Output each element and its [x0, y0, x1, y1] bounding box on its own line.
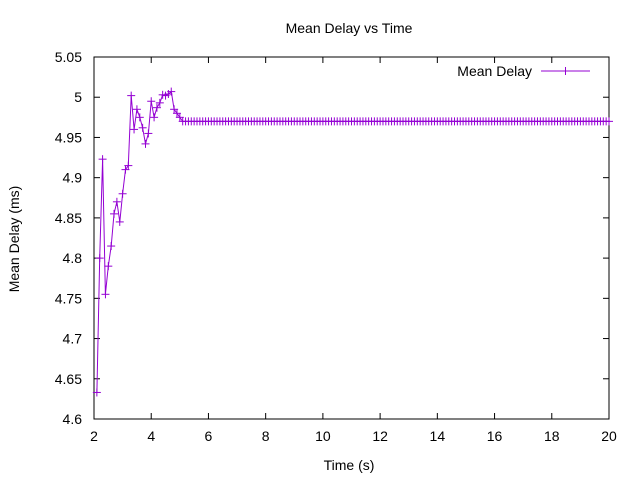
data-point-marker	[152, 103, 161, 112]
y-tick-label: 5	[74, 89, 82, 105]
y-tick-label: 4.75	[55, 290, 82, 306]
data-point-marker	[127, 91, 136, 100]
x-tick-label: 2	[90, 428, 98, 444]
data-point-marker	[130, 125, 139, 134]
data-point-marker	[115, 217, 124, 226]
data-point-marker	[118, 189, 127, 198]
chart-title: Mean Delay vs Time	[286, 20, 413, 36]
data-point-marker	[107, 242, 116, 251]
data-point-marker	[132, 105, 141, 114]
x-tick-label: 18	[544, 428, 560, 444]
legend-label: Mean Delay	[457, 63, 532, 79]
y-tick-label: 4.95	[55, 129, 82, 145]
axis-ticks	[93, 56, 610, 420]
x-tick-label: 4	[147, 428, 155, 444]
data-point-marker	[124, 161, 133, 170]
x-tick-label: 16	[487, 428, 503, 444]
y-tick-label: 5.05	[55, 49, 82, 65]
data-point-marker	[98, 155, 107, 164]
data-point-marker	[144, 129, 153, 138]
y-tick-label: 4.8	[63, 250, 83, 266]
x-tick-label: 8	[262, 428, 270, 444]
series-layer	[92, 87, 613, 397]
data-point-marker	[605, 117, 613, 126]
data-point-marker	[135, 113, 144, 122]
y-tick-label: 4.85	[55, 210, 82, 226]
data-point-marker	[141, 139, 150, 148]
data-point-marker	[155, 98, 164, 107]
legend: Mean Delay	[457, 63, 590, 79]
x-tick-label: 12	[372, 428, 388, 444]
x-tick-label: 14	[430, 428, 446, 444]
data-point-marker	[104, 262, 113, 271]
data-point-marker	[121, 165, 130, 174]
y-tick-label: 4.9	[63, 170, 83, 186]
y-axis-label: Mean Delay (ms)	[6, 186, 22, 293]
data-point-marker	[92, 388, 101, 397]
legend-line-sample	[541, 67, 590, 75]
plot-area-frame	[93, 56, 610, 420]
data-point-marker	[138, 123, 147, 132]
data-point-marker	[147, 97, 156, 106]
data-point-marker	[172, 109, 181, 118]
y-tick-labels: 4.6 4.65 4.7 4.75 4.8 4.85 4.9 4.95 5 5.05	[55, 49, 82, 427]
x-axis-label: Time (s)	[324, 457, 375, 473]
x-tick-label: 20	[601, 428, 617, 444]
data-point-marker	[112, 197, 121, 206]
y-tick-label: 4.7	[63, 331, 83, 347]
data-point-marker	[175, 113, 184, 122]
data-point-marker	[101, 290, 110, 299]
data-point-marker	[150, 113, 159, 122]
data-point-marker	[110, 209, 119, 218]
y-tick-label: 4.65	[55, 371, 82, 387]
data-point-marker	[167, 87, 176, 96]
y-tick-label: 4.6	[63, 411, 83, 427]
series-line-mean-delay	[96, 90, 609, 393]
x-tick-label: 6	[205, 428, 213, 444]
x-tick-labels: 2 4 6 8 10 12 14 16 18 20	[90, 428, 617, 444]
x-tick-label: 10	[315, 428, 331, 444]
data-point-marker	[170, 105, 179, 114]
data-point-marker	[95, 254, 104, 263]
